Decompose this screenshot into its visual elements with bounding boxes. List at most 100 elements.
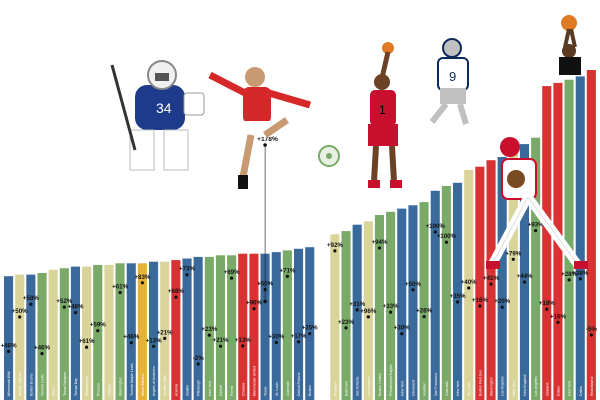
change-label-32: +94% bbox=[372, 239, 388, 250]
category-label-6: Tampa Bay bbox=[74, 378, 78, 396]
dunking-player-icon bbox=[559, 15, 581, 75]
category-label-32: Boston Celtics bbox=[378, 373, 382, 396]
change-label-21: +13% bbox=[235, 337, 251, 348]
change-dot-26 bbox=[297, 340, 301, 344]
change-text-29: +23% bbox=[338, 319, 354, 326]
category-label-51: Real Madrid bbox=[590, 377, 594, 396]
change-label-36: +28% bbox=[416, 308, 433, 319]
category-label-30: San Antonio bbox=[356, 377, 360, 396]
change-dot-42 bbox=[489, 282, 493, 286]
change-label-46: +93% bbox=[528, 222, 544, 233]
change-labels-group: +46% +50% +58% +46% +52%+48% +61% +59% +61% +46%… bbox=[1, 136, 598, 366]
change-dot-12 bbox=[140, 281, 144, 285]
change-label-8: +59% bbox=[90, 322, 106, 333]
change-dot-15 bbox=[174, 295, 178, 299]
category-label-35: Cleveland bbox=[412, 380, 416, 396]
bar-39 bbox=[453, 182, 463, 400]
bar-7 bbox=[82, 266, 92, 400]
category-label-50: Dallas bbox=[579, 386, 583, 396]
bar-27 bbox=[305, 247, 315, 400]
bar-14 bbox=[160, 261, 170, 400]
change-text-46: +93% bbox=[528, 222, 544, 229]
bar-45 bbox=[519, 144, 529, 400]
category-label-12: Miami Marlins bbox=[141, 374, 145, 396]
bars-group bbox=[4, 70, 596, 400]
change-text-12: +83% bbox=[134, 274, 150, 281]
bar-24 bbox=[271, 252, 281, 400]
bar-8 bbox=[93, 264, 103, 400]
bar-2 bbox=[26, 274, 36, 400]
change-text-7: +61% bbox=[79, 338, 95, 345]
category-label-9: Calgary bbox=[108, 383, 112, 396]
change-label-44: +79% bbox=[505, 250, 522, 261]
change-label-41: +16% bbox=[472, 297, 488, 308]
category-label-28: Brooklyn bbox=[333, 382, 337, 396]
change-label-28: +92% bbox=[327, 242, 343, 253]
callout-dot-0 bbox=[263, 143, 267, 147]
change-text-42: +41% bbox=[483, 275, 499, 282]
change-text-37: +100% bbox=[426, 223, 446, 230]
change-dot-36 bbox=[422, 315, 426, 319]
change-text-51: -5% bbox=[586, 326, 598, 333]
change-label-15: +68% bbox=[168, 288, 184, 299]
bar-18 bbox=[204, 256, 214, 400]
category-label-8: Phoenix bbox=[96, 383, 100, 396]
category-label-5: Texas Rangers bbox=[63, 372, 67, 396]
change-dot-46 bbox=[534, 229, 538, 233]
change-text-45: +44% bbox=[517, 273, 533, 280]
change-dot-11 bbox=[129, 341, 133, 345]
bar-31 bbox=[363, 221, 373, 400]
change-label-42: +41% bbox=[483, 275, 499, 286]
change-text-30: +31% bbox=[349, 301, 365, 308]
change-label-27: +25% bbox=[302, 325, 318, 336]
change-dot-41 bbox=[478, 304, 482, 308]
bar-15 bbox=[171, 260, 181, 400]
change-label-38: +100% bbox=[437, 233, 457, 244]
change-text-44: +79% bbox=[505, 250, 521, 257]
category-label-43: Los Angeles bbox=[501, 376, 505, 396]
bar-10 bbox=[115, 263, 125, 400]
bar-41 bbox=[475, 166, 485, 400]
bar-0 bbox=[4, 276, 14, 400]
change-text-5: +52% bbox=[56, 298, 72, 305]
change-text-22: +96% bbox=[246, 300, 262, 307]
bar-13 bbox=[149, 261, 159, 400]
change-label-51: -5% bbox=[586, 326, 598, 337]
change-dot-34 bbox=[400, 332, 404, 336]
change-label-25: +71% bbox=[279, 267, 296, 278]
category-label-4: Miami bbox=[52, 386, 56, 396]
change-label-18: +23% bbox=[201, 326, 218, 337]
change-dot-38 bbox=[444, 240, 448, 244]
category-label-36: Houston bbox=[423, 383, 427, 396]
bar-49 bbox=[564, 79, 574, 400]
bar-29 bbox=[341, 231, 351, 400]
category-label-22: Manchester United bbox=[253, 366, 257, 396]
category-label-31: Los Angeles bbox=[367, 376, 371, 396]
change-dot-35 bbox=[411, 288, 415, 292]
bar-32 bbox=[374, 215, 384, 400]
change-dot-18 bbox=[207, 333, 211, 337]
category-label-47: Oakland bbox=[545, 383, 549, 396]
category-label-39: New York bbox=[456, 381, 460, 396]
change-text-17: -2% bbox=[193, 355, 205, 362]
change-label-34: +30% bbox=[394, 325, 410, 336]
category-label-34: New York bbox=[400, 381, 404, 396]
bar-5 bbox=[59, 268, 69, 400]
change-text-48: +16% bbox=[550, 313, 566, 320]
change-label-7: +61% bbox=[79, 338, 95, 349]
change-label-49: +28% bbox=[561, 271, 578, 282]
bar-40 bbox=[464, 169, 474, 400]
bar-19 bbox=[215, 255, 225, 400]
change-text-14: +21% bbox=[157, 329, 173, 336]
change-label-48: +16% bbox=[550, 313, 566, 324]
change-dot-17 bbox=[196, 362, 200, 366]
change-label-16: +73% bbox=[179, 266, 195, 277]
basketball-player-icon: 1 bbox=[368, 42, 402, 188]
change-text-18: +23% bbox=[201, 326, 217, 333]
change-text-35: +50% bbox=[405, 281, 421, 288]
change-label-5: +52% bbox=[56, 298, 73, 309]
change-label-3: +46% bbox=[34, 345, 50, 356]
bar-9 bbox=[104, 264, 114, 400]
category-label-20: Forest bbox=[230, 386, 234, 396]
change-dot-28 bbox=[333, 249, 337, 253]
